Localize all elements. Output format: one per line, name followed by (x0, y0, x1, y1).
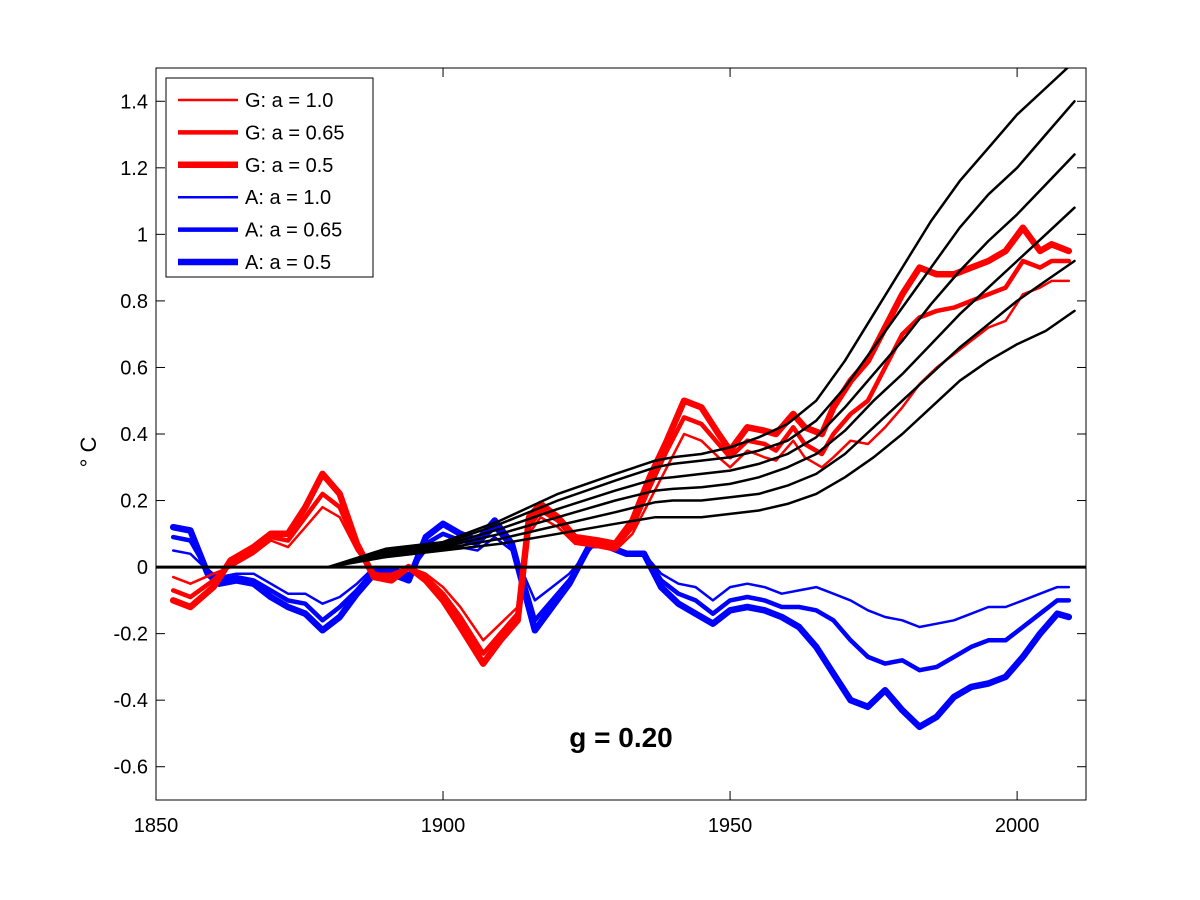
series-line-6 (326, 309, 1076, 569)
tick-layer: 1850 1900 1950 2000 -0.6 -0.4 -0.2 0 0.2 0.4 0.6 0.… (114, 68, 1086, 837)
series-line-5 (169, 517, 1073, 731)
y-tick-label: 1 (137, 224, 148, 246)
series-line-8 (326, 206, 1076, 569)
legend-label: G: a = 0.65 (245, 122, 345, 144)
y-tick-label: -0.6 (114, 757, 148, 779)
y-tick-label: -0.2 (114, 624, 148, 646)
legend-label: G: a = 0.5 (245, 155, 333, 177)
legend-box (165, 77, 374, 278)
x-tick-label: 2000 (995, 815, 1040, 837)
legend-label: A: a = 0.5 (245, 252, 331, 274)
legend-label: G: a = 1.0 (245, 90, 333, 112)
y-tick-label: 0 (137, 557, 148, 579)
series-line-9 (326, 153, 1076, 569)
annotation-text: g = 0.20 (569, 722, 673, 753)
legend-label: A: a = 1.0 (245, 187, 331, 209)
y-tick-label: 0.4 (120, 424, 148, 446)
series-line-10 (326, 100, 1076, 569)
legend-label: A: a = 0.65 (245, 220, 342, 242)
y-tick-label: 0.2 (120, 491, 148, 513)
y-tick-label: 1.4 (120, 91, 148, 113)
x-tick-label: 1850 (134, 815, 179, 837)
y-tick-label: 0.6 (120, 357, 148, 379)
series-line-11 (326, 68, 1070, 569)
y-tick-label: 1.2 (120, 158, 148, 180)
x-tick-label: 1900 (421, 815, 466, 837)
y-tick-label: -0.4 (114, 690, 148, 712)
series-line-7 (326, 259, 1076, 569)
y-axis-label: ° C (76, 436, 101, 467)
legend: G: a = 1.0 G: a = 0.65 G: a = 0.5 A: a = 1.… (165, 77, 374, 278)
x-tick-label: 1950 (708, 815, 753, 837)
series-line-2 (169, 224, 1073, 667)
y-tick-label: 0.8 (120, 291, 148, 313)
series-layer (169, 68, 1076, 731)
